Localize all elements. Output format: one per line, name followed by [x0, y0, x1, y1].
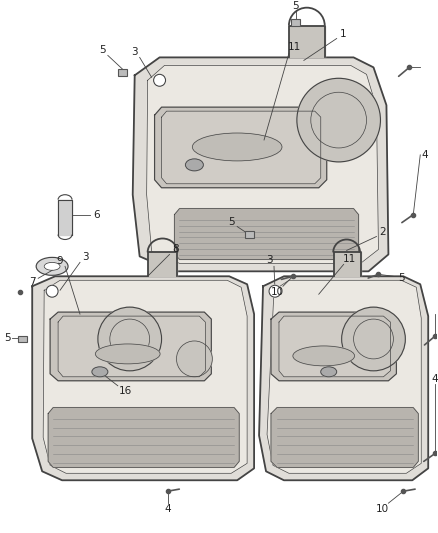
Polygon shape: [271, 408, 418, 467]
Polygon shape: [48, 408, 239, 467]
Text: 4: 4: [422, 150, 428, 160]
Bar: [245, 231, 254, 238]
Circle shape: [269, 285, 281, 297]
Ellipse shape: [36, 257, 68, 276]
Ellipse shape: [44, 262, 60, 270]
Text: 8: 8: [172, 245, 179, 254]
Polygon shape: [267, 280, 421, 473]
Text: 6: 6: [94, 209, 100, 220]
Polygon shape: [133, 58, 389, 271]
Circle shape: [154, 74, 166, 86]
Text: 3: 3: [131, 47, 138, 58]
Text: 5: 5: [4, 333, 11, 343]
Circle shape: [297, 78, 381, 162]
Text: 1: 1: [339, 29, 346, 38]
Polygon shape: [58, 316, 205, 377]
Text: 5: 5: [228, 216, 234, 227]
Text: 4: 4: [432, 374, 438, 384]
Ellipse shape: [192, 133, 282, 161]
Text: 3: 3: [83, 253, 89, 262]
Bar: [291, 19, 300, 26]
Text: 16: 16: [119, 386, 132, 395]
Ellipse shape: [92, 367, 108, 377]
Polygon shape: [289, 26, 325, 58]
Text: 5: 5: [293, 1, 299, 11]
Ellipse shape: [185, 159, 203, 171]
Polygon shape: [50, 312, 211, 381]
Ellipse shape: [293, 346, 355, 366]
Bar: [18, 335, 27, 343]
Polygon shape: [279, 316, 390, 377]
Polygon shape: [32, 276, 254, 480]
Circle shape: [98, 307, 162, 371]
Text: 10: 10: [270, 287, 283, 297]
Circle shape: [342, 307, 405, 371]
Text: 7: 7: [29, 277, 35, 287]
Text: 10: 10: [376, 504, 389, 514]
Polygon shape: [43, 280, 247, 473]
Text: 2: 2: [379, 227, 386, 237]
Text: 11: 11: [343, 254, 356, 264]
Polygon shape: [147, 66, 378, 263]
Text: 5: 5: [99, 45, 106, 55]
Polygon shape: [155, 107, 327, 188]
Polygon shape: [334, 253, 360, 276]
Polygon shape: [162, 111, 321, 184]
Polygon shape: [174, 208, 359, 260]
Bar: [118, 69, 127, 76]
Polygon shape: [58, 200, 72, 235]
Text: 5: 5: [398, 273, 405, 284]
Polygon shape: [259, 276, 428, 480]
Ellipse shape: [95, 344, 160, 364]
Ellipse shape: [321, 367, 337, 377]
Polygon shape: [148, 253, 177, 276]
Text: 9: 9: [57, 256, 64, 266]
Text: 3: 3: [266, 255, 272, 265]
Text: 4: 4: [164, 504, 171, 514]
Circle shape: [46, 285, 58, 297]
Circle shape: [177, 341, 212, 377]
Text: 11: 11: [288, 43, 301, 52]
Polygon shape: [271, 312, 396, 381]
